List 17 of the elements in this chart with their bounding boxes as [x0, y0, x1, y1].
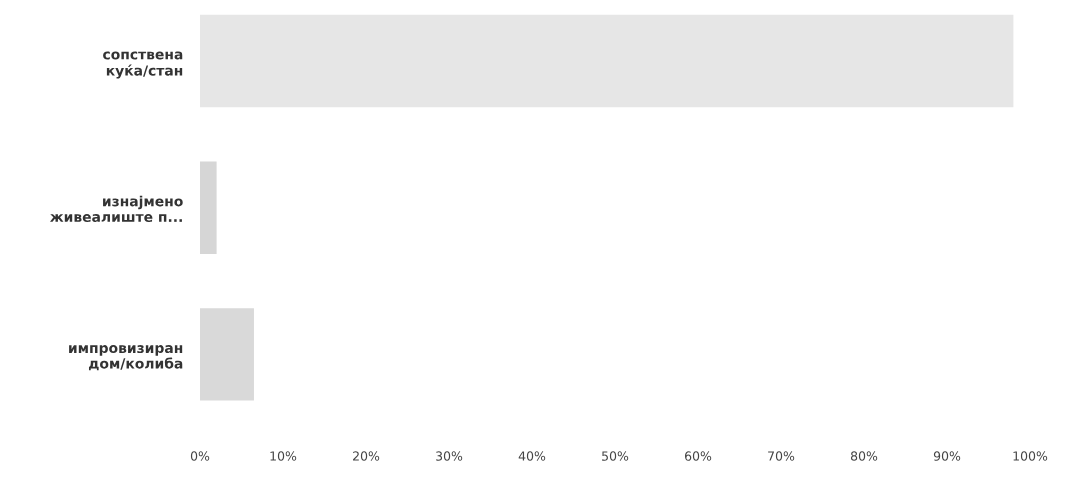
bar: [200, 14, 1014, 108]
x-tick-label: 70%: [768, 451, 795, 461]
y-tick-label: изнајмено живеалиште п...: [50, 195, 183, 223]
x-tick-label: 60%: [684, 451, 712, 461]
y-tick-label: импровизиран дом/колиба: [69, 345, 183, 371]
x-tick-label: 20%: [353, 451, 380, 461]
x-tick-label: 80%: [850, 451, 878, 461]
x-tick-label: 50%: [602, 451, 629, 461]
y-tick-label: сопствена куќа/стан: [103, 51, 183, 79]
x-tick-label: 0%: [190, 451, 210, 461]
x-tick-label: 10%: [270, 451, 297, 461]
bar: [200, 308, 254, 401]
bar: [200, 161, 217, 254]
x-tick-label: 40%: [518, 451, 546, 461]
x-tick-label: 30%: [436, 451, 463, 461]
x-tick-label: 90%: [933, 451, 961, 461]
x-tick-label: 100%: [1013, 451, 1048, 461]
